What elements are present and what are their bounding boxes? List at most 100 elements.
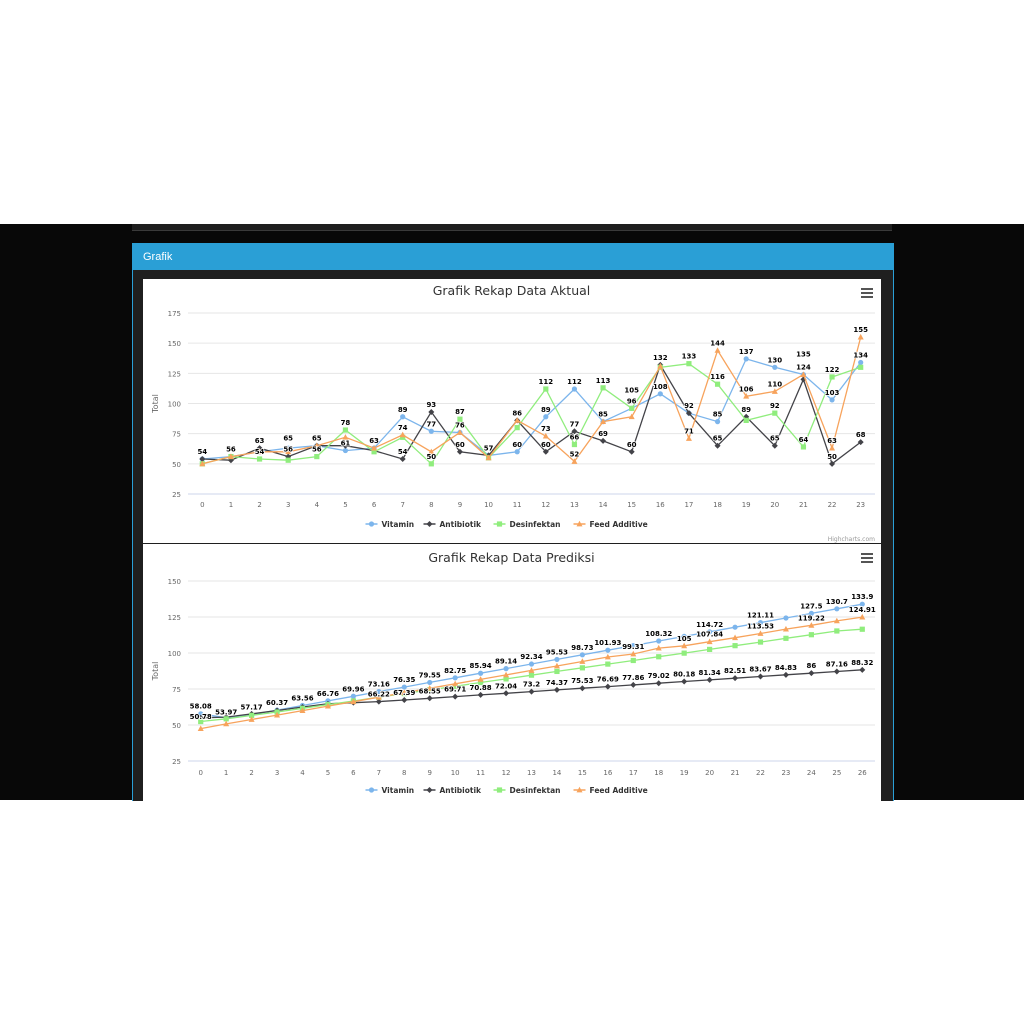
data-point-feed-additive[interactable]: [771, 388, 778, 394]
data-point-antibiotik[interactable]: [685, 410, 692, 417]
data-point-vitamin[interactable]: [350, 693, 356, 699]
data-point-vitamin[interactable]: [400, 414, 406, 420]
data-point-feed-additive[interactable]: [485, 454, 492, 461]
data-point-vitamin[interactable]: [757, 620, 764, 626]
data-point-desinfektan[interactable]: [859, 626, 865, 632]
data-point-feed-additive[interactable]: [628, 413, 635, 420]
data-point-antibiotik[interactable]: [732, 675, 739, 682]
data-point-desinfektan[interactable]: [743, 417, 749, 423]
legend-marker[interactable]: [368, 787, 375, 793]
legend-marker[interactable]: [426, 521, 433, 527]
legend-marker[interactable]: [368, 521, 375, 527]
data-point-antibiotik[interactable]: [426, 695, 433, 702]
data-point-feed-additive[interactable]: [571, 458, 578, 464]
data-point-desinfektan[interactable]: [630, 657, 636, 664]
data-point-vitamin[interactable]: [714, 419, 721, 425]
data-point-feed-additive[interactable]: [630, 650, 637, 657]
data-point-desinfektan[interactable]: [656, 654, 662, 660]
data-point-antibiotik[interactable]: [553, 686, 560, 693]
data-point-desinfektan[interactable]: [503, 676, 509, 682]
data-point-vitamin[interactable]: [772, 364, 778, 370]
data-point-desinfektan[interactable]: [732, 643, 738, 649]
data-point-vitamin[interactable]: [342, 447, 349, 454]
data-point-vitamin[interactable]: [376, 689, 382, 695]
legend-item-feed-additive[interactable]: Feed Additive: [573, 786, 648, 795]
data-point-feed-additive[interactable]: [833, 617, 840, 624]
data-point-desinfektan[interactable]: [543, 386, 549, 392]
data-point-feed-additive[interactable]: [808, 622, 815, 628]
data-point-feed-additive[interactable]: [197, 725, 204, 731]
data-point-feed-additive[interactable]: [248, 716, 255, 722]
data-point-antibiotik[interactable]: [655, 680, 662, 687]
data-point-antibiotik[interactable]: [757, 673, 764, 680]
data-point-feed-additive[interactable]: [743, 393, 750, 399]
data-point-vitamin[interactable]: [681, 633, 687, 640]
data-point-desinfektan[interactable]: [629, 405, 635, 411]
data-point-vitamin[interactable]: [834, 606, 840, 612]
data-point-vitamin[interactable]: [528, 661, 535, 667]
data-point-vitamin[interactable]: [401, 684, 407, 690]
data-point-antibiotik[interactable]: [829, 460, 836, 467]
data-point-antibiotik[interactable]: [833, 668, 840, 675]
data-point-feed-additive[interactable]: [342, 434, 349, 440]
data-point-feed-additive[interactable]: [514, 417, 521, 423]
data-point-antibiotik[interactable]: [604, 683, 611, 690]
data-point-vitamin[interactable]: [554, 656, 560, 663]
data-point-antibiotik[interactable]: [401, 696, 408, 703]
data-point-vitamin[interactable]: [732, 624, 738, 630]
data-point-antibiotik[interactable]: [681, 678, 688, 685]
data-point-desinfektan[interactable]: [285, 457, 291, 463]
data-point-feed-additive[interactable]: [600, 418, 607, 424]
data-point-vitamin[interactable]: [859, 601, 865, 607]
chart-credits[interactable]: Highcharts.com: [827, 536, 875, 543]
data-point-antibiotik[interactable]: [428, 408, 435, 415]
data-point-antibiotik[interactable]: [399, 456, 406, 463]
data-point-feed-additive[interactable]: [528, 667, 535, 673]
data-point-antibiotik[interactable]: [256, 445, 263, 452]
data-point-desinfektan[interactable]: [528, 672, 535, 678]
data-point-feed-additive[interactable]: [857, 333, 864, 340]
data-point-feed-additive[interactable]: [375, 694, 382, 700]
data-point-vitamin[interactable]: [514, 449, 520, 455]
data-point-antibiotik[interactable]: [859, 666, 866, 673]
data-point-feed-additive[interactable]: [199, 460, 206, 467]
data-point-desinfektan[interactable]: [457, 416, 463, 422]
data-point-feed-additive[interactable]: [782, 625, 789, 632]
data-point-vitamin[interactable]: [829, 397, 835, 403]
data-point-feed-additive[interactable]: [256, 448, 263, 455]
data-point-feed-additive[interactable]: [456, 429, 463, 435]
data-point-antibiotik[interactable]: [503, 690, 510, 697]
data-point-antibiotik[interactable]: [199, 456, 206, 463]
data-point-feed-additive[interactable]: [579, 658, 586, 664]
data-point-desinfektan[interactable]: [707, 646, 713, 652]
data-point-feed-additive[interactable]: [657, 362, 664, 369]
data-point-desinfektan[interactable]: [554, 668, 560, 675]
data-point-feed-additive[interactable]: [223, 720, 230, 727]
data-point-antibiotik[interactable]: [542, 448, 549, 455]
data-point-vitamin[interactable]: [571, 386, 578, 392]
data-point-feed-additive[interactable]: [371, 444, 378, 451]
data-point-antibiotik[interactable]: [528, 688, 535, 695]
chart-menu-icon[interactable]: [861, 553, 873, 565]
legend-marker[interactable]: [496, 521, 503, 527]
data-point-antibiotik[interactable]: [630, 681, 637, 688]
data-point-feed-additive[interactable]: [324, 702, 331, 709]
legend-item-vitamin[interactable]: Vitamin: [365, 786, 415, 795]
data-point-desinfektan[interactable]: [256, 456, 263, 462]
data-point-antibiotik[interactable]: [714, 442, 721, 449]
data-point-vitamin[interactable]: [783, 615, 789, 621]
data-point-vitamin[interactable]: [427, 679, 433, 686]
data-point-vitamin[interactable]: [198, 711, 204, 717]
data-point-desinfektan[interactable]: [808, 632, 814, 638]
data-point-antibiotik[interactable]: [579, 685, 586, 692]
data-point-desinfektan[interactable]: [400, 434, 406, 440]
data-point-feed-additive[interactable]: [655, 644, 662, 651]
data-point-vitamin[interactable]: [707, 629, 713, 635]
data-point-feed-additive[interactable]: [732, 634, 739, 641]
data-point-vitamin[interactable]: [478, 670, 484, 676]
chart-menu-icon[interactable]: [861, 288, 873, 300]
data-point-desinfektan[interactable]: [757, 639, 764, 645]
data-point-antibiotik[interactable]: [600, 437, 607, 444]
legend-marker[interactable]: [426, 787, 433, 793]
data-point-desinfektan[interactable]: [858, 364, 864, 370]
